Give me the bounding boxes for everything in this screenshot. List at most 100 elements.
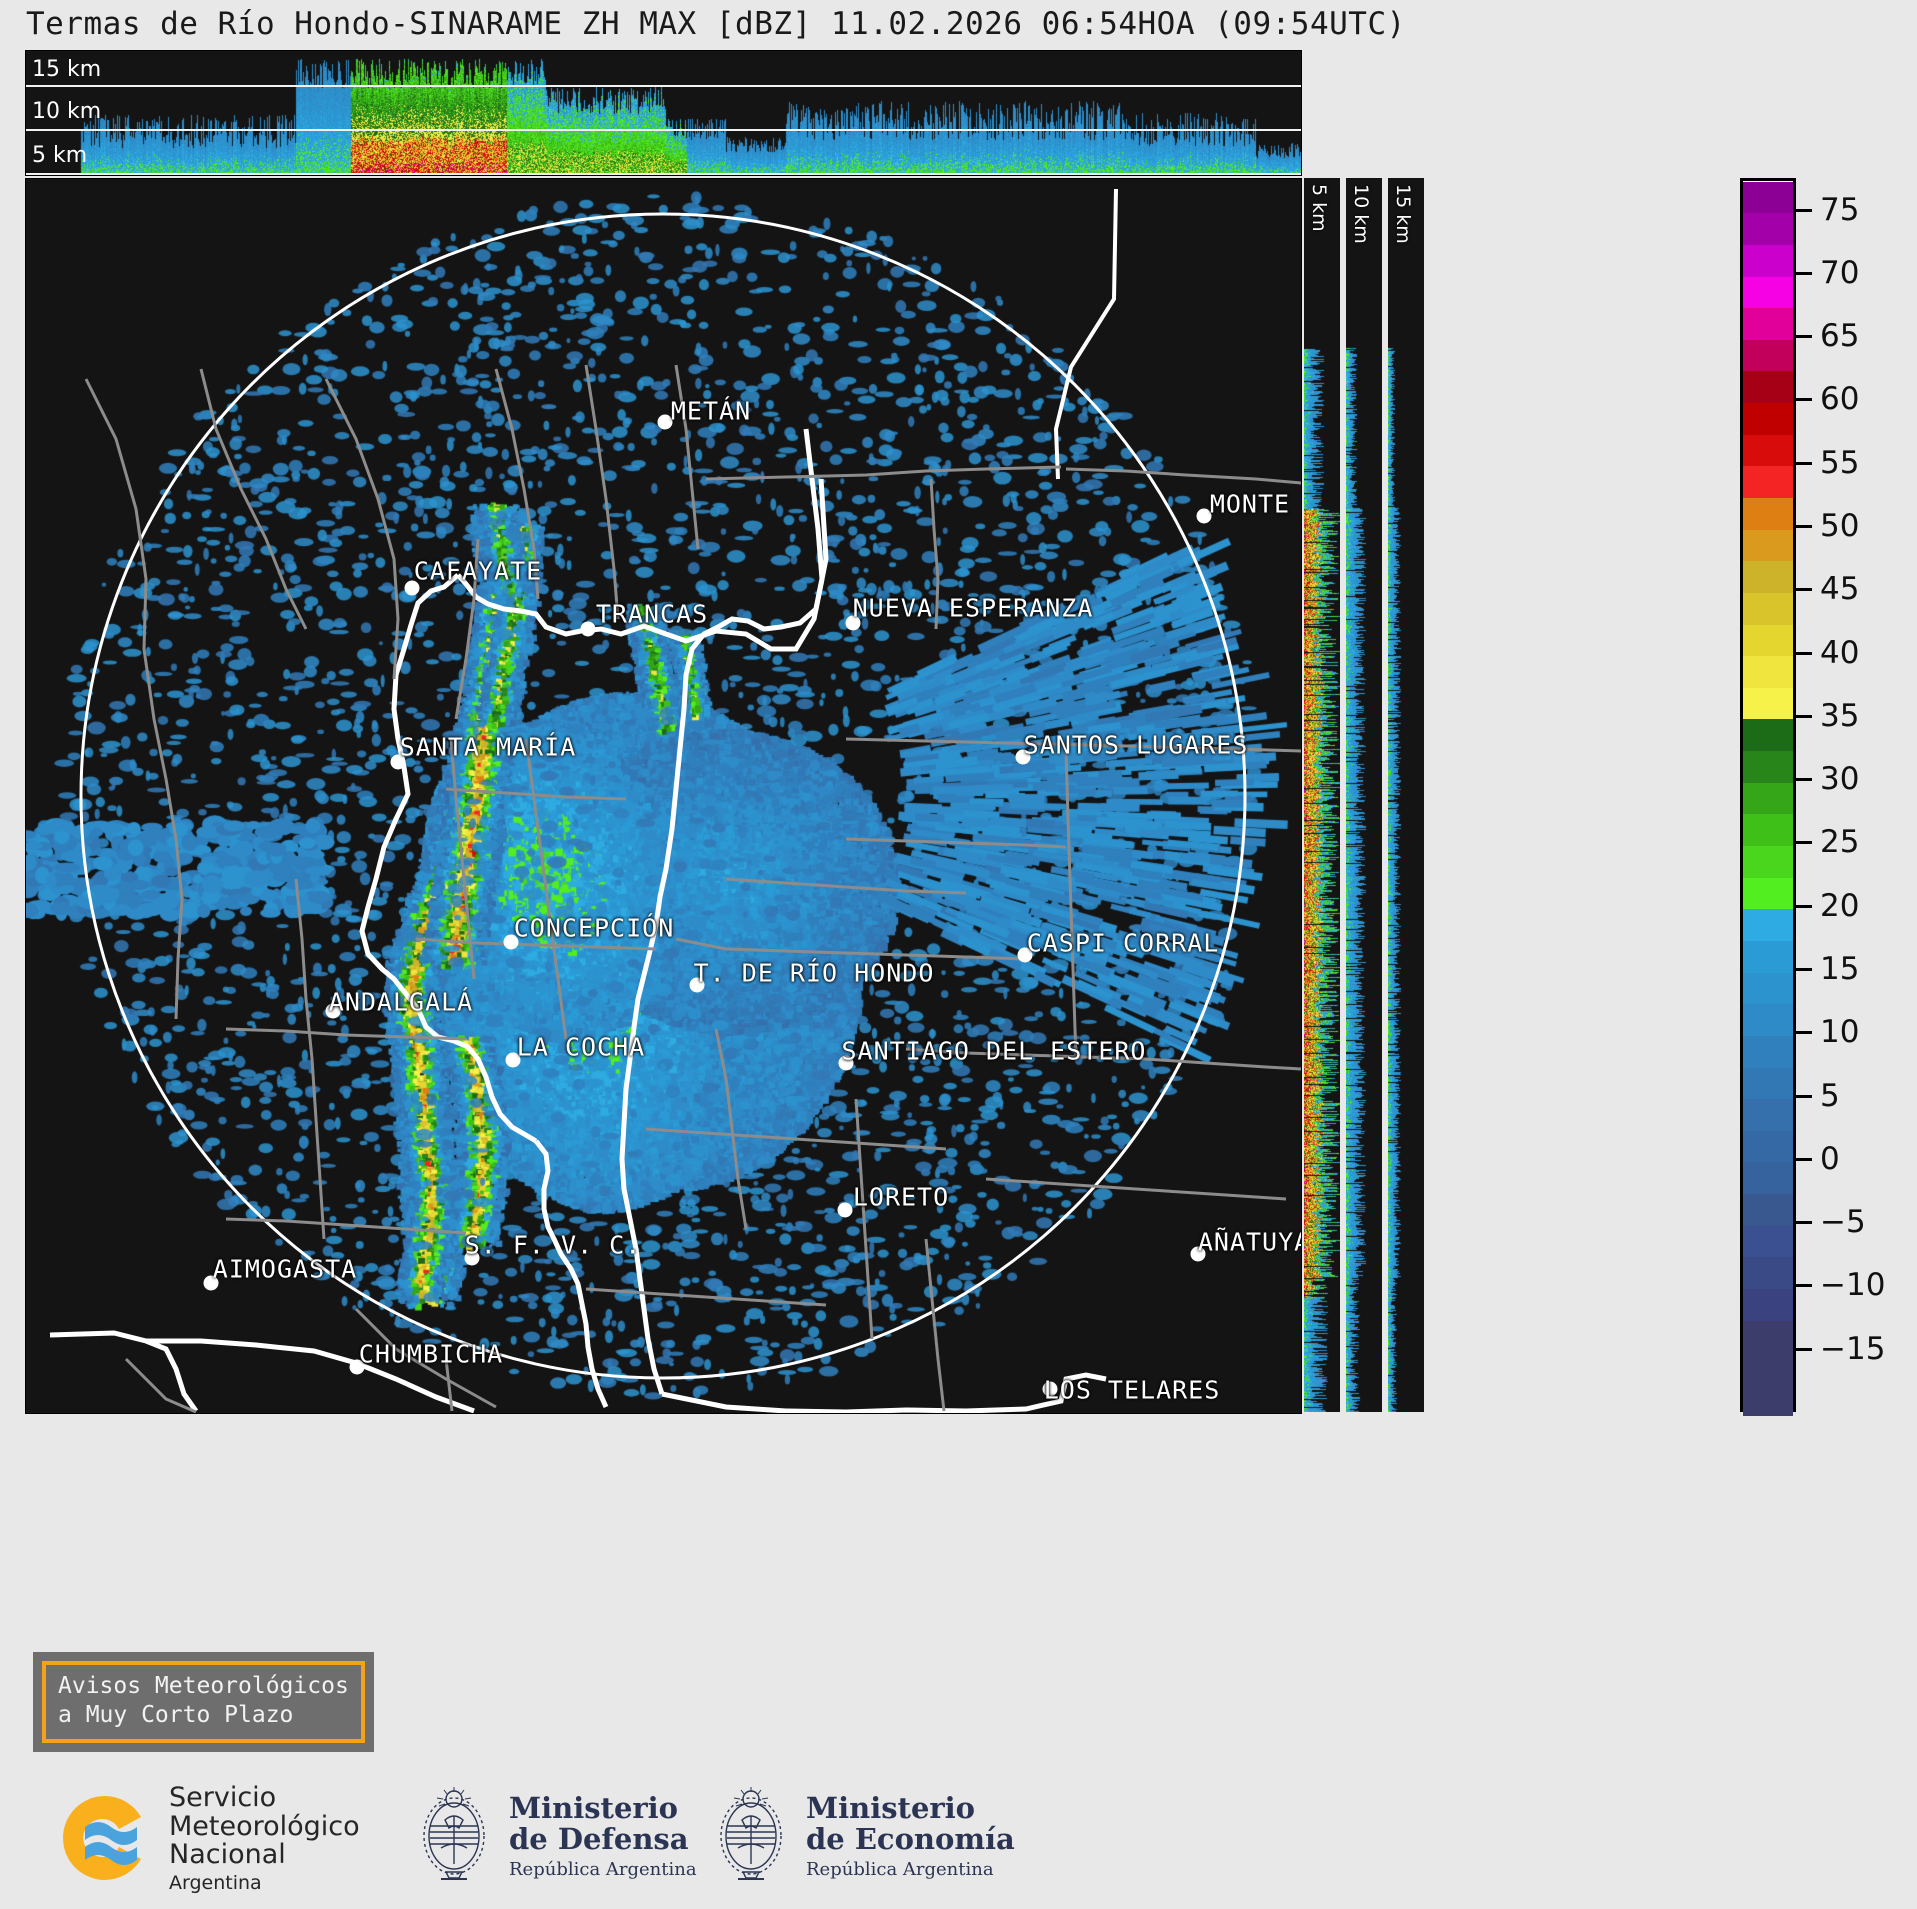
colorbar-segment bbox=[1743, 434, 1793, 467]
colorbar-tick bbox=[1796, 588, 1812, 592]
side-cross-section-10km: 10 km bbox=[1346, 178, 1382, 1412]
city-marker-dot[interactable] bbox=[349, 1359, 365, 1375]
map-boundary-path bbox=[294, 878, 326, 1240]
map-boundary-path bbox=[456, 478, 829, 652]
colorbar-segment bbox=[1743, 1288, 1793, 1321]
colorbar-segment bbox=[1743, 623, 1793, 657]
colorbar-tick bbox=[1796, 1094, 1812, 1098]
map-boundary-path bbox=[845, 837, 1067, 849]
logo-servicio-meteorologico-nacional: Servicio Meteorológico Nacional Argentin… bbox=[55, 1782, 360, 1894]
city-marker-dot[interactable] bbox=[1042, 1381, 1058, 1397]
smn-line-2: Meteorológico bbox=[169, 1810, 360, 1842]
map-boundary-path bbox=[445, 787, 627, 801]
colorbar-gradient bbox=[1740, 178, 1796, 1416]
colorbar-segment bbox=[1743, 877, 1793, 910]
height-label-5km: 5 km bbox=[32, 143, 88, 168]
colorbar-segment bbox=[1743, 1383, 1793, 1416]
city-marker-dot[interactable] bbox=[1196, 508, 1212, 524]
city-marker-dot[interactable] bbox=[580, 621, 596, 637]
colorbar-segment bbox=[1743, 1256, 1793, 1290]
footer-logos: Servicio Meteorológico Nacional Argentin… bbox=[0, 1770, 1917, 1909]
defensa-wordmark: Ministerio de Defensa República Argentin… bbox=[509, 1790, 697, 1880]
map-boundary-path bbox=[201, 359, 356, 799]
city-marker-dot[interactable] bbox=[325, 1003, 341, 1019]
map-boundary-path bbox=[324, 378, 400, 680]
map-boundary-path bbox=[985, 1177, 1287, 1201]
colorbar-legend: 75 70 65 60 55 50 45 40 35 30 25 20 15 10 5 0 −5 −10 −15 bbox=[1740, 178, 1885, 1416]
colorbar-tick-label: 55 bbox=[1820, 444, 1860, 481]
smn-line-1: Servicio bbox=[169, 1782, 277, 1813]
argentina-crest-icon-2 bbox=[720, 1787, 782, 1880]
colorbar-tick-label: 20 bbox=[1820, 887, 1860, 924]
map-boundary-path bbox=[845, 737, 1301, 753]
side-cross-section-15km: 15 km bbox=[1388, 178, 1424, 1412]
colorbar-tick-label: 45 bbox=[1820, 571, 1860, 608]
colorbar-segment bbox=[1743, 750, 1793, 783]
colorbar-segment bbox=[1743, 244, 1793, 277]
map-boundary-path bbox=[84, 378, 184, 1020]
colorbar-tick bbox=[1796, 1031, 1812, 1035]
top-cross-section-panel: 15 km 10 km 5 km bbox=[25, 50, 1302, 176]
colorbar-tick bbox=[1796, 208, 1812, 212]
map-boundary-path bbox=[661, 1372, 1107, 1413]
map-boundary-path bbox=[199, 368, 308, 630]
city-marker-dot[interactable] bbox=[404, 580, 420, 596]
colorbar-segment bbox=[1743, 1130, 1793, 1163]
map-boundary-path bbox=[494, 368, 540, 600]
colorbar-tick bbox=[1796, 714, 1812, 718]
colorbar-tick bbox=[1796, 1284, 1812, 1288]
city-marker-dot[interactable] bbox=[505, 1052, 521, 1068]
city-marker-dot[interactable] bbox=[1015, 749, 1031, 765]
map-vector-overlay bbox=[49, 188, 1301, 1413]
city-marker-dot[interactable] bbox=[1190, 1246, 1206, 1262]
map-boundary-path bbox=[585, 1287, 827, 1307]
warning-badge[interactable]: Avisos Meteorológicos a Muy Corto Plazo bbox=[33, 1652, 374, 1752]
map-boundary-path bbox=[674, 364, 700, 550]
colorbar-segment bbox=[1743, 1066, 1793, 1100]
colorbar-segment bbox=[1743, 307, 1793, 340]
page-title: Termas de Río Hondo-SINARAME ZH MAX [dBZ… bbox=[26, 6, 1406, 42]
city-marker-dot[interactable] bbox=[203, 1275, 219, 1291]
city-marker-dot[interactable] bbox=[503, 934, 519, 950]
colorbar-tick-label: −5 bbox=[1820, 1204, 1866, 1241]
smn-subtitle: Argentina bbox=[169, 1871, 262, 1894]
colorbar-segment bbox=[1743, 560, 1793, 593]
colorbar-segment bbox=[1743, 1035, 1793, 1068]
map-boundary-path bbox=[705, 465, 1062, 481]
colorbar-tick-label: 70 bbox=[1820, 254, 1860, 291]
colorbar-segment bbox=[1743, 339, 1793, 372]
city-marker-dot[interactable] bbox=[837, 1202, 853, 1218]
defensa-subtitle: República Argentina bbox=[509, 1858, 697, 1880]
map-boundary-path bbox=[454, 538, 480, 720]
map-boundary-path bbox=[924, 1238, 946, 1412]
colorbar-tick-label: −10 bbox=[1820, 1267, 1886, 1304]
city-marker-dot[interactable] bbox=[657, 414, 673, 430]
colorbar-tick-label: 10 bbox=[1820, 1014, 1860, 1051]
height-label-10km: 10 km bbox=[32, 99, 102, 124]
city-marker-dot[interactable] bbox=[390, 754, 406, 770]
colorbar-tick bbox=[1796, 1221, 1812, 1225]
colorbar-tick-label: 40 bbox=[1820, 634, 1860, 671]
colorbar-tick-label: 65 bbox=[1820, 318, 1860, 355]
colorbar-tick bbox=[1796, 968, 1812, 972]
defensa-line-1: Ministerio bbox=[509, 1790, 679, 1825]
colorbar-tick-label: 15 bbox=[1820, 951, 1860, 988]
city-marker-dot[interactable] bbox=[689, 977, 705, 993]
map-boundary-path bbox=[225, 1217, 467, 1235]
city-marker-dot[interactable] bbox=[838, 1055, 854, 1071]
colorbar-segment bbox=[1743, 275, 1793, 309]
city-marker-dot[interactable] bbox=[1017, 947, 1033, 963]
colorbar-segment bbox=[1743, 655, 1793, 688]
economia-line-2: de Economía bbox=[806, 1822, 1015, 1857]
city-marker-dot[interactable] bbox=[464, 1250, 480, 1266]
colorbar-tick bbox=[1796, 461, 1812, 465]
map-boundary-path bbox=[444, 1358, 454, 1412]
colorbar-segment bbox=[1743, 1161, 1793, 1195]
map-boundary-path bbox=[905, 1047, 1301, 1071]
colorbar-segment bbox=[1743, 212, 1793, 245]
map-boundary-path bbox=[225, 1027, 467, 1041]
colorbar-segment bbox=[1743, 940, 1793, 973]
city-marker-dot[interactable] bbox=[845, 615, 861, 631]
colorbar-segment bbox=[1743, 687, 1793, 720]
